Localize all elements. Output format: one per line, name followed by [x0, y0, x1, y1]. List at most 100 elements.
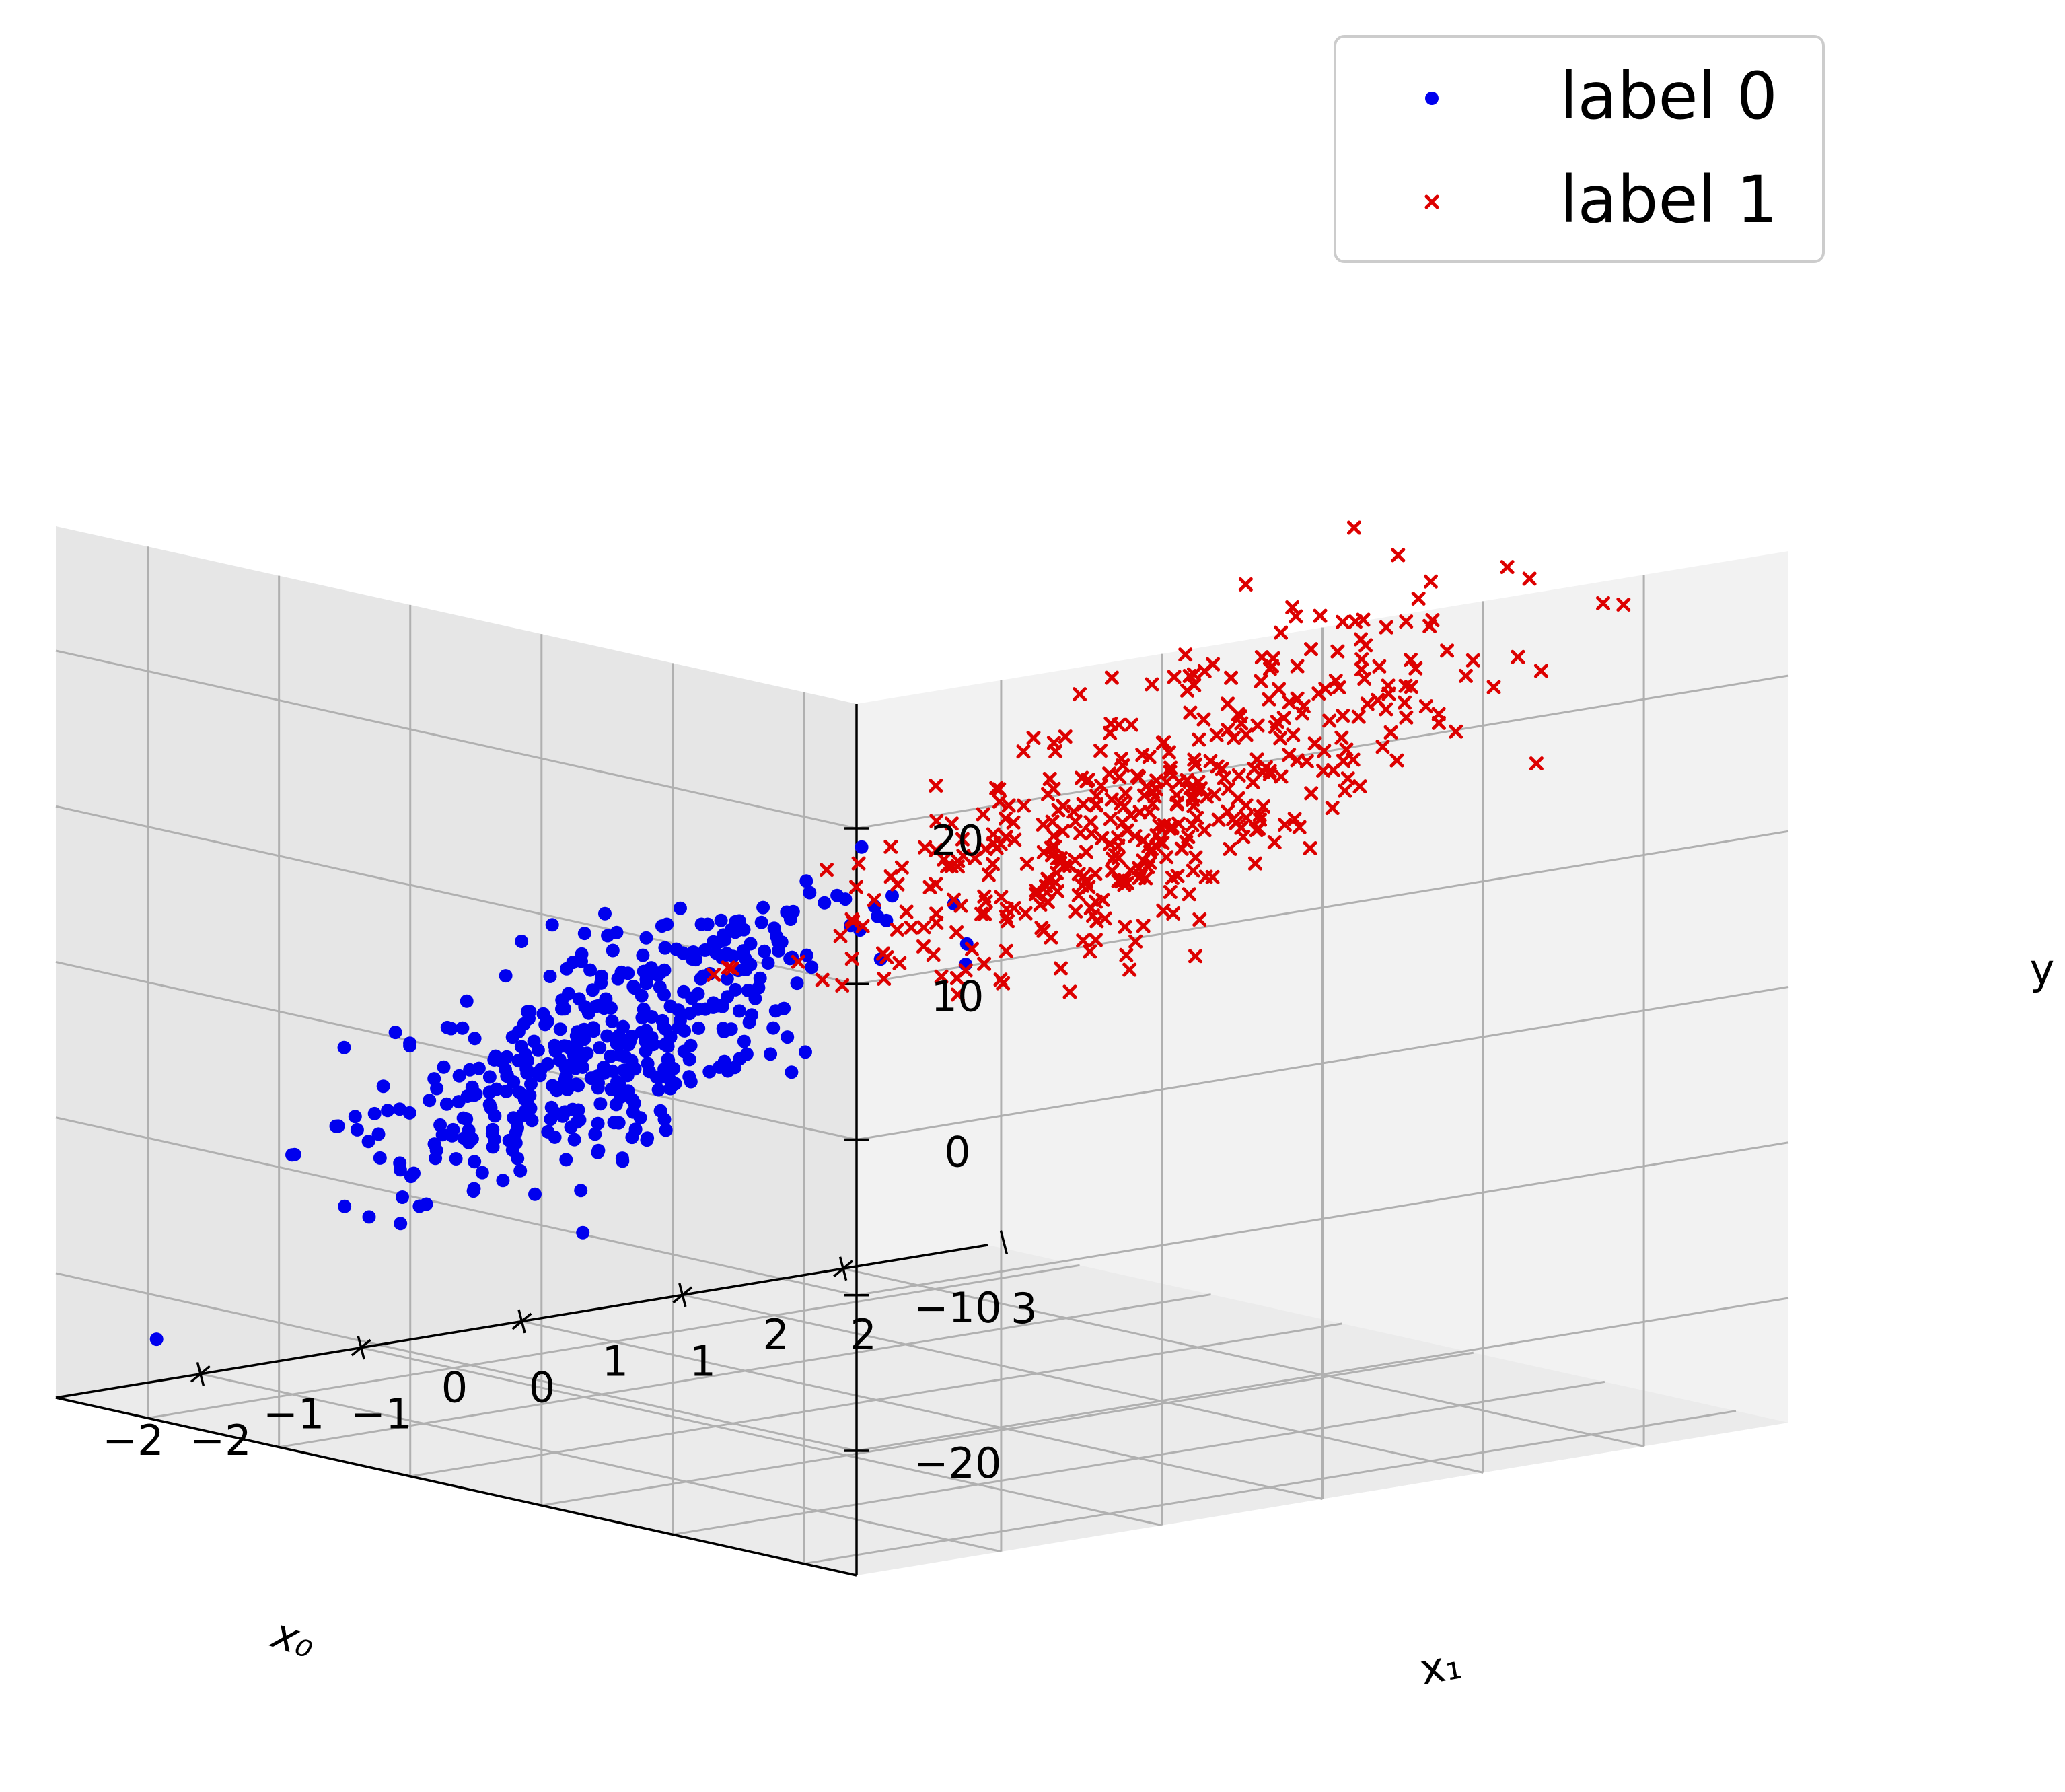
point-label-1 — [949, 971, 964, 986]
gridline-wall-y — [856, 1297, 1789, 1452]
point-label-1 — [999, 943, 1013, 958]
point-label-1 — [1256, 799, 1271, 814]
point-label-1 — [1397, 695, 1412, 710]
point-label-0 — [485, 1126, 499, 1141]
gridline-wall-y — [856, 830, 1789, 985]
point-label-0 — [444, 1022, 458, 1036]
point-label-0 — [659, 1123, 673, 1137]
point-label-1 — [1304, 786, 1319, 801]
point-label-1 — [1313, 608, 1328, 623]
point-label-1 — [1062, 984, 1077, 999]
gridline-floor-x1 — [803, 1410, 1737, 1565]
point-label-0 — [573, 1113, 587, 1127]
x1-axis-line — [55, 1396, 857, 1577]
point-label-0 — [756, 900, 770, 915]
point-label-0 — [720, 972, 734, 986]
point-label-1 — [994, 890, 1009, 904]
point-label-0 — [569, 1077, 583, 1091]
point-label-0 — [692, 1021, 706, 1035]
point-label-1 — [1249, 823, 1264, 838]
point-label-0 — [287, 1147, 301, 1161]
point-label-1 — [1136, 919, 1151, 933]
point-label-0 — [475, 1166, 489, 1180]
y-tick-label: −10 — [914, 1283, 1002, 1332]
point-label-1 — [1210, 759, 1225, 774]
point-label-0 — [855, 840, 869, 854]
point-label-0 — [716, 1022, 730, 1036]
point-label-1 — [815, 972, 830, 987]
point-label-1 — [1163, 760, 1178, 775]
gridline-floor-x1 — [410, 1322, 1342, 1478]
point-label-1 — [1336, 709, 1350, 723]
point-label-1 — [918, 840, 933, 855]
point-label-1 — [1205, 869, 1220, 884]
point-label-1 — [1097, 911, 1112, 926]
point-label-0 — [591, 1143, 606, 1157]
point-label-1 — [1231, 768, 1246, 783]
point-label-0 — [752, 980, 766, 995]
point-label-1 — [993, 972, 1008, 987]
point-label-1 — [929, 778, 943, 793]
x1-tick-label: 0 — [529, 1363, 555, 1412]
point-label-0 — [713, 1060, 726, 1074]
point-label-0 — [657, 1019, 671, 1034]
point-label-0 — [499, 969, 513, 983]
point-label-1 — [1183, 781, 1198, 795]
point-label-0 — [637, 1002, 651, 1016]
point-label-0 — [553, 1022, 567, 1036]
point-label-1 — [1418, 699, 1433, 714]
point-label-1 — [1042, 771, 1057, 786]
point-label-1 — [1197, 823, 1212, 838]
legend-box — [1334, 35, 1825, 263]
point-label-0 — [726, 949, 740, 964]
point-label-1 — [1299, 754, 1314, 768]
point-label-0 — [658, 941, 672, 955]
gridline-wall-y — [856, 986, 1789, 1141]
point-label-1 — [1247, 856, 1262, 871]
point-label-0 — [610, 1075, 624, 1089]
point-label-1 — [1268, 719, 1283, 734]
series-1 — [707, 520, 1631, 1002]
point-label-1 — [1247, 762, 1262, 777]
point-label-0 — [472, 1061, 486, 1075]
point-label-0 — [674, 901, 687, 915]
point-label-0 — [588, 1127, 602, 1141]
point-label-1 — [883, 839, 898, 854]
x0-axis-label: x₀ — [265, 1608, 321, 1668]
point-label-1 — [934, 969, 949, 984]
point-label-0 — [610, 1036, 624, 1050]
point-label-0 — [657, 988, 671, 1002]
point-label-1 — [929, 915, 944, 930]
legend-label-0: label 0 — [1560, 59, 1778, 134]
point-label-1 — [1188, 949, 1203, 964]
point-label-0 — [433, 1118, 447, 1132]
point-label-1 — [1233, 709, 1247, 724]
point-label-1 — [1118, 919, 1132, 934]
point-label-1 — [922, 880, 937, 894]
point-label-1 — [1183, 705, 1198, 720]
point-label-1 — [1303, 841, 1317, 856]
point-label-1 — [1036, 817, 1050, 832]
point-label-1 — [978, 894, 993, 909]
point-label-0 — [604, 1001, 618, 1015]
point-label-1 — [1186, 863, 1200, 878]
point-label-1 — [1076, 869, 1091, 884]
point-label-0 — [149, 1332, 164, 1347]
point-label-1 — [1360, 696, 1375, 711]
gridline-wall-y — [55, 649, 857, 830]
point-label-0 — [373, 1151, 387, 1165]
point-label-0 — [698, 1002, 713, 1016]
point-label-1 — [1282, 695, 1297, 710]
point-label-0 — [560, 962, 573, 976]
point-label-1 — [1071, 888, 1086, 902]
point-label-1 — [1399, 614, 1414, 629]
point-label-1 — [1182, 887, 1196, 902]
point-label-1 — [1119, 947, 1134, 962]
point-label-1 — [940, 859, 955, 873]
point-label-0 — [610, 925, 624, 939]
point-label-1 — [916, 920, 931, 935]
point-label-1 — [1209, 727, 1224, 742]
point-label-0 — [452, 1069, 466, 1083]
point-label-1 — [1181, 830, 1196, 845]
